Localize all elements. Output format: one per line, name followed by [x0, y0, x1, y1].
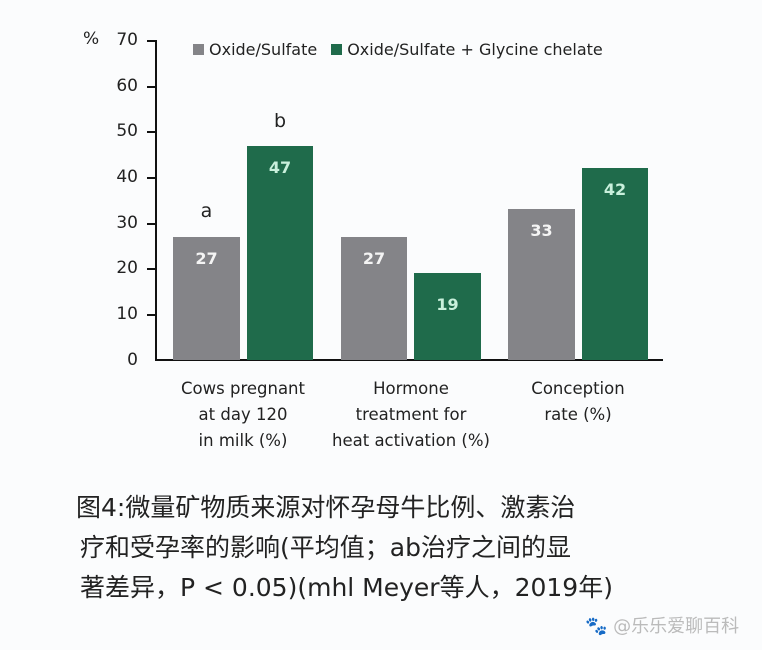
legend-swatch-glycine-chelate: [331, 44, 343, 55]
x-axis-line: [155, 359, 663, 361]
bar-group1-glycine-chelate: 47: [247, 146, 313, 360]
category-label-conception-rate: Conception rate (%): [498, 376, 658, 428]
caption-line: 疗和受孕率的影响(平均值；ab治疗之间的显: [80, 533, 571, 562]
bar-group3-glycine-chelate: 42: [582, 168, 648, 360]
bar-value-label: 33: [530, 221, 553, 240]
y-tick: [147, 177, 156, 179]
y-tick: [147, 268, 156, 270]
category-label-line: rate (%): [544, 405, 612, 424]
y-tick-label: 60: [116, 76, 138, 96]
category-label-line: Cows pregnant: [181, 379, 305, 398]
bar-group1-oxide-sulfate: 27: [173, 237, 240, 360]
category-label-cows-pregnant: Cows pregnant at day 120 in milk (%): [163, 376, 323, 454]
bar-group2-glycine-chelate: 19: [414, 273, 481, 360]
y-axis-unit: %: [83, 29, 100, 49]
category-label-line: Conception: [531, 379, 625, 398]
legend-label-oxide-sulfate: Oxide/Sulfate: [209, 40, 318, 59]
category-label-line: treatment for: [355, 405, 467, 424]
caption-line: 图4:微量矿物质来源对怀孕母牛比例、激素治: [76, 493, 576, 522]
y-tick: [147, 86, 156, 88]
legend-label-glycine-chelate: Oxide/Sulfate + Glycine chelate: [347, 40, 603, 59]
bar-value-label: 42: [603, 180, 627, 199]
y-tick-label: 20: [116, 258, 138, 278]
y-tick-label: 30: [116, 213, 138, 233]
y-tick-label: 50: [116, 121, 138, 141]
watermark-text: @乐乐爱聊百科: [613, 616, 740, 637]
figure-caption: 图4:微量矿物质来源对怀孕母牛比例、激素治 疗和受孕率的影响(平均值；ab治疗之…: [76, 488, 696, 608]
legend: Oxide/Sulfate Oxide/Sulfate + Glycine ch…: [193, 40, 603, 59]
bar-value-label: 47: [268, 158, 292, 177]
y-tick-label: 10: [116, 304, 138, 324]
bar-value-label: 19: [436, 295, 459, 314]
legend-swatch-oxide-sulfate: [193, 44, 204, 55]
y-tick: [147, 314, 156, 316]
y-tick-label: 40: [116, 167, 138, 187]
category-label-line: heat activation (%): [332, 431, 490, 450]
bar-value-label: 27: [362, 249, 386, 268]
significance-letter: a: [200, 200, 213, 222]
caption-line: 著差异，P < 0.05)(mhl Meyer等人，2019年): [80, 573, 613, 602]
category-label-line: Hormone: [373, 379, 449, 398]
y-tick-label: 70: [116, 30, 138, 50]
category-label-line: in milk (%): [198, 431, 288, 450]
significance-letter: b: [273, 110, 287, 132]
y-tick: [147, 131, 156, 133]
y-axis-line: [155, 40, 157, 361]
y-tick: [147, 40, 156, 42]
watermark: 🐾 @乐乐爱聊百科: [585, 612, 739, 638]
y-tick-label: 0: [127, 350, 138, 370]
category-label-hormone-treatment: Hormone treatment for heat activation (%…: [316, 376, 506, 454]
category-label-line: at day 120: [198, 405, 288, 424]
bar-value-label: 27: [195, 249, 218, 268]
y-tick: [147, 223, 156, 225]
paw-icon: 🐾: [585, 616, 608, 637]
bar-group3-oxide-sulfate: 33: [508, 209, 575, 360]
bar-group2-oxide-sulfate: 27: [341, 237, 407, 360]
